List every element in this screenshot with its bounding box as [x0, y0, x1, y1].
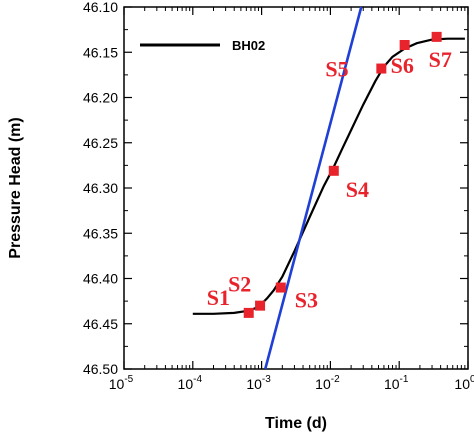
point-label-s7: S7 [429, 47, 452, 72]
point-label-s2: S2 [228, 272, 251, 297]
y-tick-label: 46.10 [83, 0, 118, 15]
y-tick-label: 46.45 [83, 316, 118, 332]
y-tick-label: 46.35 [83, 225, 118, 241]
marker-s2 [255, 300, 266, 311]
point-label-s4: S4 [346, 177, 369, 202]
point-label-s3: S3 [295, 288, 318, 313]
x-tick-label: 10-1 [384, 374, 409, 392]
legend-label-bh02: BH02 [232, 38, 265, 53]
y-axis-title: Pressure Head (m) [7, 117, 24, 258]
marker-s5 [376, 63, 387, 74]
x-axis-title: Time (d) [265, 415, 327, 432]
point-label-s1: S1 [207, 285, 230, 310]
fit-line [263, 6, 363, 370]
y-tick-label: 46.25 [83, 135, 118, 151]
marker-s7 [431, 31, 442, 42]
x-tick-label: 10-4 [178, 374, 203, 392]
plot-area [123, 6, 469, 370]
y-tick-label: 46.40 [83, 271, 118, 287]
marker-s3 [275, 282, 286, 293]
x-tick-label: 100 [454, 374, 474, 392]
marker-s1 [243, 307, 254, 318]
marker-s4 [328, 165, 339, 176]
y-axis: 46.10 46.15 46.20 46.25 46.30 46.35 46.40 46.45… [83, 0, 468, 377]
point-label-s5: S5 [325, 57, 348, 82]
legend: BH02 [140, 38, 265, 53]
x-tick-label: 10-3 [246, 374, 271, 392]
marker-s6 [399, 40, 410, 51]
y-tick-label: 46.50 [83, 361, 118, 377]
fit-layer [263, 6, 363, 370]
x-tick-label: 10-2 [315, 374, 340, 392]
y-tick-label: 46.20 [83, 90, 118, 106]
y-tick-label: 46.30 [83, 180, 118, 196]
y-tick-label: 46.15 [83, 44, 118, 60]
point-label-s6: S6 [391, 53, 414, 78]
